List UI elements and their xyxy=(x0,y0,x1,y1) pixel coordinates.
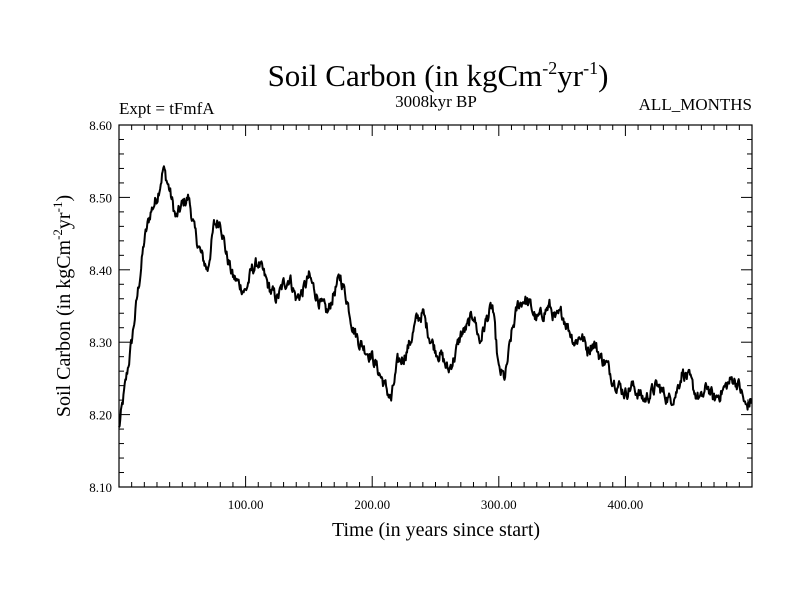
chart-title-main: Soil Carbon (in kgCm xyxy=(268,58,543,93)
chart-title-end: ) xyxy=(598,58,608,93)
chart-title-sup1: -2 xyxy=(542,58,557,78)
y-tick-label: 8.10 xyxy=(89,480,112,495)
y-axis-label: Soil Carbon (in kgCm-2yr-1) xyxy=(50,195,75,417)
months-label: ALL_MONTHS xyxy=(639,95,752,114)
x-tick-label: 400.00 xyxy=(608,497,644,512)
series-line-soil-carbon xyxy=(118,165,753,428)
x-axis-label: Time (in years since start) xyxy=(332,519,540,541)
y-axis-label-mid: yr xyxy=(53,212,75,229)
y-axis-ticks xyxy=(119,124,752,488)
y-tick-label: 8.50 xyxy=(89,190,112,205)
y-axis-label-sup2: -1 xyxy=(50,202,65,213)
y-tick-label: 8.30 xyxy=(89,335,112,350)
y-tick-label: 8.40 xyxy=(89,263,112,278)
chart-title: Soil Carbon (in kgCm-2yr-1) xyxy=(268,58,609,93)
y-tick-label: 8.60 xyxy=(89,118,112,133)
chart-title-mid: yr xyxy=(557,58,584,93)
y-tick-label: 8.20 xyxy=(89,408,112,423)
x-tick-label: 300.00 xyxy=(481,497,517,512)
y-axis-label-end: ) xyxy=(53,195,75,202)
x-axis-ticks xyxy=(131,125,740,487)
x-axis-tick-labels: 100.00 200.00 300.00 400.00 xyxy=(228,497,644,512)
period-label: 3008kyr BP xyxy=(395,92,477,111)
chart-title-sup2: -1 xyxy=(583,58,598,78)
y-axis-label-sup1: -2 xyxy=(50,229,65,240)
plot-frame xyxy=(118,124,753,488)
x-tick-label: 200.00 xyxy=(354,497,390,512)
y-axis-label-main: Soil Carbon (in kgCm xyxy=(53,239,75,417)
experiment-label: Expt = tFmfA xyxy=(119,99,215,118)
x-tick-label: 100.00 xyxy=(228,497,264,512)
y-axis-tick-labels: 8.10 8.20 8.30 8.40 8.50 8.60 xyxy=(89,118,112,495)
